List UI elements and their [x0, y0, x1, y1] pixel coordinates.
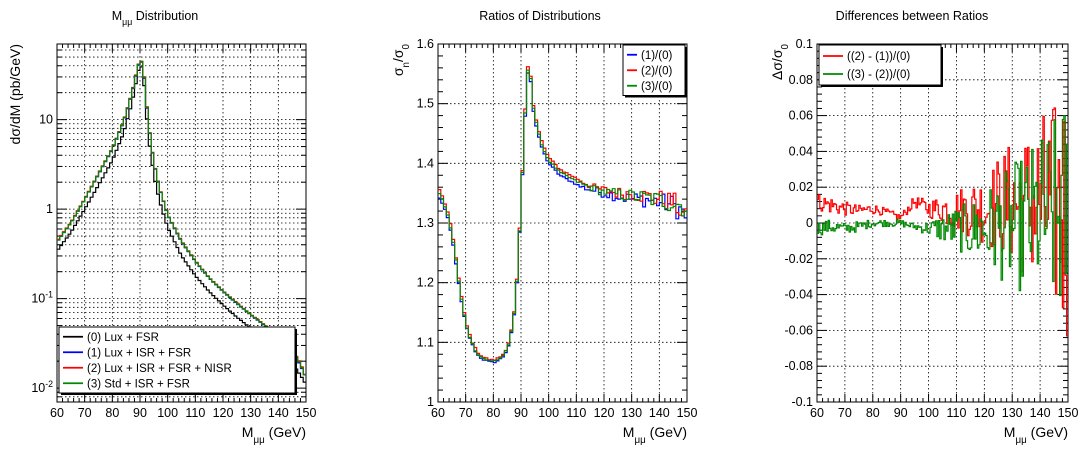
x-axis-label: Mμμ (GeV): [242, 424, 306, 445]
x-tick-label: 90: [894, 406, 908, 420]
legend-label: ((2) - (1))/(0): [847, 51, 910, 63]
x-tick-label: 120: [594, 406, 615, 420]
x-tick-label: 110: [566, 406, 586, 420]
y-tick-label: 1.2: [417, 276, 434, 290]
y-tick-label: 10-1: [31, 290, 53, 306]
series-line-1: [817, 107, 1068, 337]
legend-label: (1) Lux + ISR + FSR: [87, 347, 191, 359]
x-tick-label: 120: [974, 406, 995, 420]
x-axis: 60 70 80 90 100 110 120 130 140 150 Mμμ (GeV): [50, 44, 317, 446]
x-tick-label: 60: [50, 406, 64, 420]
y-tick-label: -0.1: [791, 395, 813, 409]
x-tick-label: 150: [1058, 406, 1079, 420]
y-tick-label: 0.06: [789, 109, 813, 123]
x-tick-label: 130: [1002, 406, 1023, 420]
x-tick-label: 70: [459, 406, 473, 420]
y-tick-label: -0.04: [785, 288, 814, 302]
legend: (1)/(0) (2)/(0) (3)/(0): [622, 44, 687, 98]
y-tick-label: 0: [806, 216, 813, 230]
legend: (0) Lux + FSR (1) Lux + ISR + FSR (2) Lux …: [58, 326, 297, 395]
x-tick-label: 80: [486, 406, 500, 420]
series-group: [57, 60, 306, 383]
x-tick-label: 130: [621, 406, 642, 420]
x-tick-label: 110: [185, 406, 205, 420]
x-tick-label: 60: [810, 406, 824, 420]
x-tick-label: 80: [105, 406, 119, 420]
y-axis-label: σn/σ0: [390, 43, 412, 76]
y-tick-label: 0.04: [789, 144, 813, 158]
y-tick-label: -0.06: [785, 323, 814, 337]
x-tick-label: 80: [866, 406, 880, 420]
x-tick-label: 100: [538, 406, 559, 420]
x-axis-label: Mμμ (GeV): [623, 424, 687, 445]
y-tick-label: 0.08: [789, 73, 813, 87]
x-tick-label: 140: [649, 406, 670, 420]
series-line-2: [817, 115, 1068, 297]
chart-title: Ratios of Distributions: [479, 9, 601, 23]
series-line-1: [438, 72, 687, 364]
x-tick-label: 100: [918, 406, 939, 420]
legend-label: ((3) - (2))/(0): [847, 69, 910, 81]
legend-label: (3)/(0): [641, 81, 672, 93]
y-axis: -0.1 -0.08 -0.06 -0.04 -0.02 0 0.02 0.04 0.06 0.0…: [769, 37, 1068, 409]
series-group: [817, 107, 1068, 337]
x-tick-label: 140: [1030, 406, 1051, 420]
y-tick-label: 0.02: [789, 180, 813, 194]
x-axis-label: Mμμ (GeV): [1004, 424, 1068, 445]
legend-label: (3) Std + ISR + FSR: [87, 378, 190, 390]
y-tick-label: 10-2: [31, 379, 53, 395]
legend-label: (2)/(0): [641, 65, 672, 77]
y-axis-label: Δσ/σ0: [769, 43, 791, 80]
x-tick-label: 90: [514, 406, 528, 420]
x-tick-label: 90: [133, 406, 147, 420]
chart-panel-3: Differences between Ratios 60 70 80 90 100 110…: [769, 9, 1079, 446]
legend-box: [818, 44, 942, 86]
y-tick-label: -0.02: [785, 252, 814, 266]
gridlines: [438, 44, 687, 402]
x-tick-label: 130: [240, 406, 261, 420]
series-line-3: [438, 69, 687, 362]
y-axis-label: dσ/dM (pb/GeV): [7, 44, 23, 144]
y-tick-label: 1: [427, 395, 434, 409]
x-tick-label: 150: [296, 406, 317, 420]
y-tick-label: 0.1: [796, 37, 813, 51]
legend-label: (2) Lux + ISR + FSR + NISR: [87, 363, 232, 375]
y-tick-label: 1.5: [417, 97, 434, 111]
x-tick-label: 120: [213, 406, 234, 420]
y-tick-label: 1: [46, 202, 53, 216]
x-tick-label: 70: [78, 406, 92, 420]
y-tick-label: 10: [39, 113, 53, 127]
legend-label: (1)/(0): [641, 50, 672, 62]
x-tick-label: 70: [838, 406, 852, 420]
y-tick-label: 1.3: [417, 216, 434, 230]
x-tick-label: 150: [677, 406, 698, 420]
chart-title: Differences between Ratios: [836, 9, 989, 23]
y-tick-label: 1.1: [417, 335, 434, 349]
x-tick-label: 60: [431, 406, 445, 420]
series-line-4: [57, 61, 306, 376]
y-tick-label: 1.6: [417, 37, 434, 51]
x-tick-label: 110: [946, 406, 966, 420]
legend-box: [58, 326, 296, 394]
chart-panel-2: Ratios of Distributions 60 70 80 90 100 110 120…: [390, 9, 698, 446]
y-tick-label: -0.08: [785, 359, 814, 373]
x-tick-label: 100: [157, 406, 178, 420]
x-axis: 60 70 80 90 100 110 120 130 140 150 Mμμ (GeV): [431, 44, 698, 446]
legend-label: (0) Lux + FSR: [87, 332, 159, 344]
y-tick-label: 1.4: [417, 156, 434, 170]
x-tick-label: 140: [268, 406, 289, 420]
legend: ((2) - (1))/(0) ((3) - (2))/(0): [818, 44, 943, 87]
series-group: [438, 66, 687, 364]
y-axis: 10-2 10-1 1 10 dσ/dM (pb/GeV): [7, 43, 306, 403]
chart-title: Mμμ Distribution: [112, 9, 199, 27]
